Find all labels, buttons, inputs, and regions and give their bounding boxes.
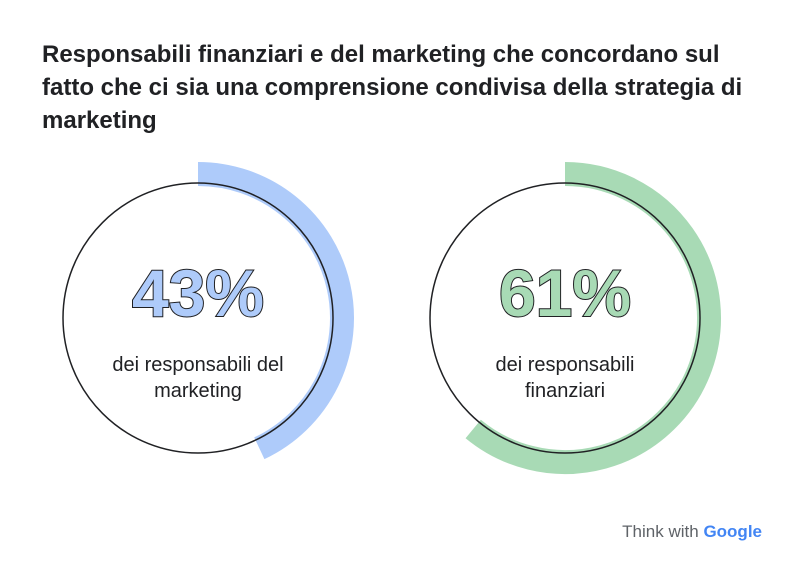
caption: dei responsabili del marketing (112, 354, 284, 402)
value-label: 43% (132, 256, 264, 330)
title: Responsabili finanziari e del marketing … (42, 41, 743, 134)
progress-arc (197, 162, 354, 460)
footer: Think with Google (622, 522, 762, 542)
ring (62, 182, 334, 454)
footer-brand: Google (703, 522, 762, 541)
caption: dei responsabili finanziari (495, 354, 635, 402)
footer-prefix: Think with (622, 522, 699, 541)
value-label: 61% (499, 256, 631, 330)
progress-arc (465, 162, 721, 474)
ring (429, 182, 701, 454)
